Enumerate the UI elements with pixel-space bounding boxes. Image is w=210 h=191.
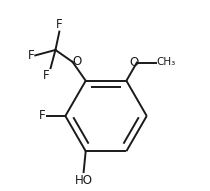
Text: F: F — [28, 49, 34, 62]
Text: HO: HO — [75, 174, 93, 187]
Text: O: O — [130, 56, 139, 69]
Text: F: F — [39, 109, 46, 122]
Text: F: F — [43, 69, 50, 82]
Text: CH₃: CH₃ — [157, 57, 176, 67]
Text: O: O — [72, 55, 82, 68]
Text: F: F — [56, 18, 63, 31]
